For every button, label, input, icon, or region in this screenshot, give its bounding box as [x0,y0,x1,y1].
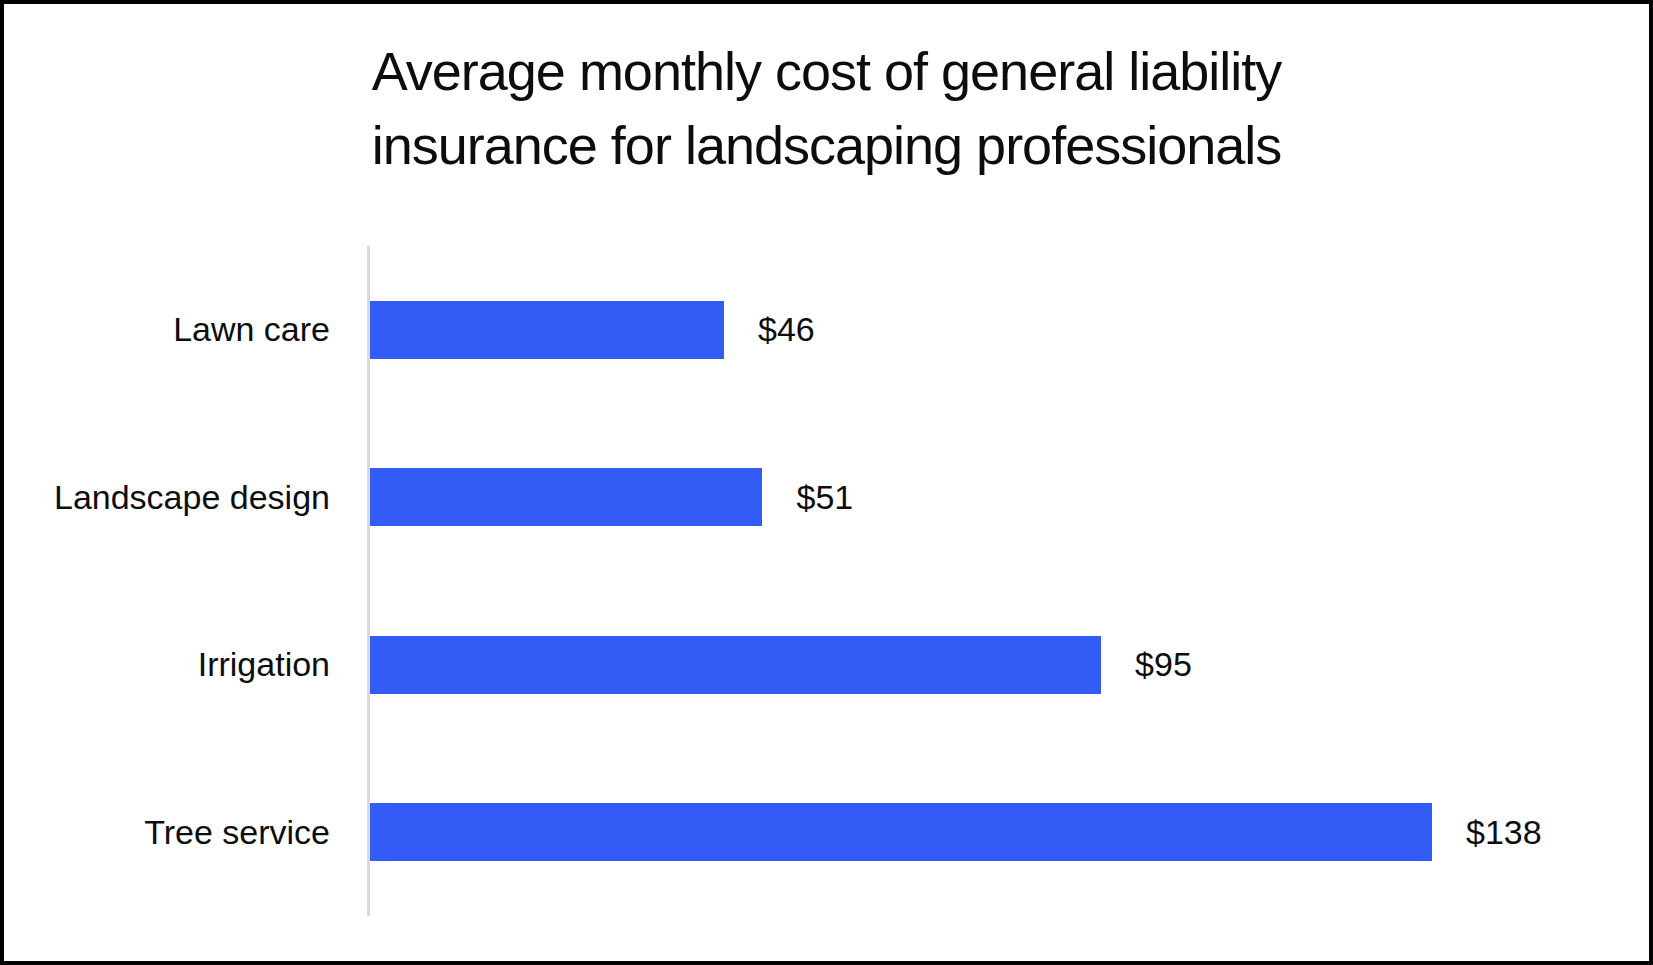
value-label: $46 [758,310,815,349]
category-label: Tree service [4,813,370,852]
value-label: $51 [796,478,853,517]
category-label: Landscape design [4,478,370,517]
bar [370,301,724,359]
bar-rows: Lawn care $46 Landscape design $51 Irrigatio… [4,246,1649,916]
bar [370,468,762,526]
bar-track: $95 [370,636,1432,694]
bar-row: Lawn care $46 [4,246,1649,414]
bar-row: Tree service$138 [4,749,1649,917]
value-label: $138 [1466,813,1542,852]
bar [370,636,1101,694]
chart-title-line2: insurance for landscaping professionals [4,108,1649,182]
category-label: Irrigation [4,645,370,684]
plot-area: Lawn care $46 Landscape design $51 Irrigatio… [4,246,1649,916]
value-label: $95 [1135,645,1192,684]
category-label: Lawn care [4,310,370,349]
bar-row: Irrigation $95 [4,581,1649,749]
chart-title: Average monthly cost of general liabilit… [4,34,1649,182]
bar-track: $51 [370,468,1432,526]
bar-row: Landscape design $51 [4,414,1649,582]
chart-title-line1: Average monthly cost of general liabilit… [4,34,1649,108]
bar [370,803,1432,861]
bar-track: $138 [370,803,1432,861]
bar-track: $46 [370,301,1432,359]
chart-frame: Average monthly cost of general liabilit… [0,0,1653,965]
